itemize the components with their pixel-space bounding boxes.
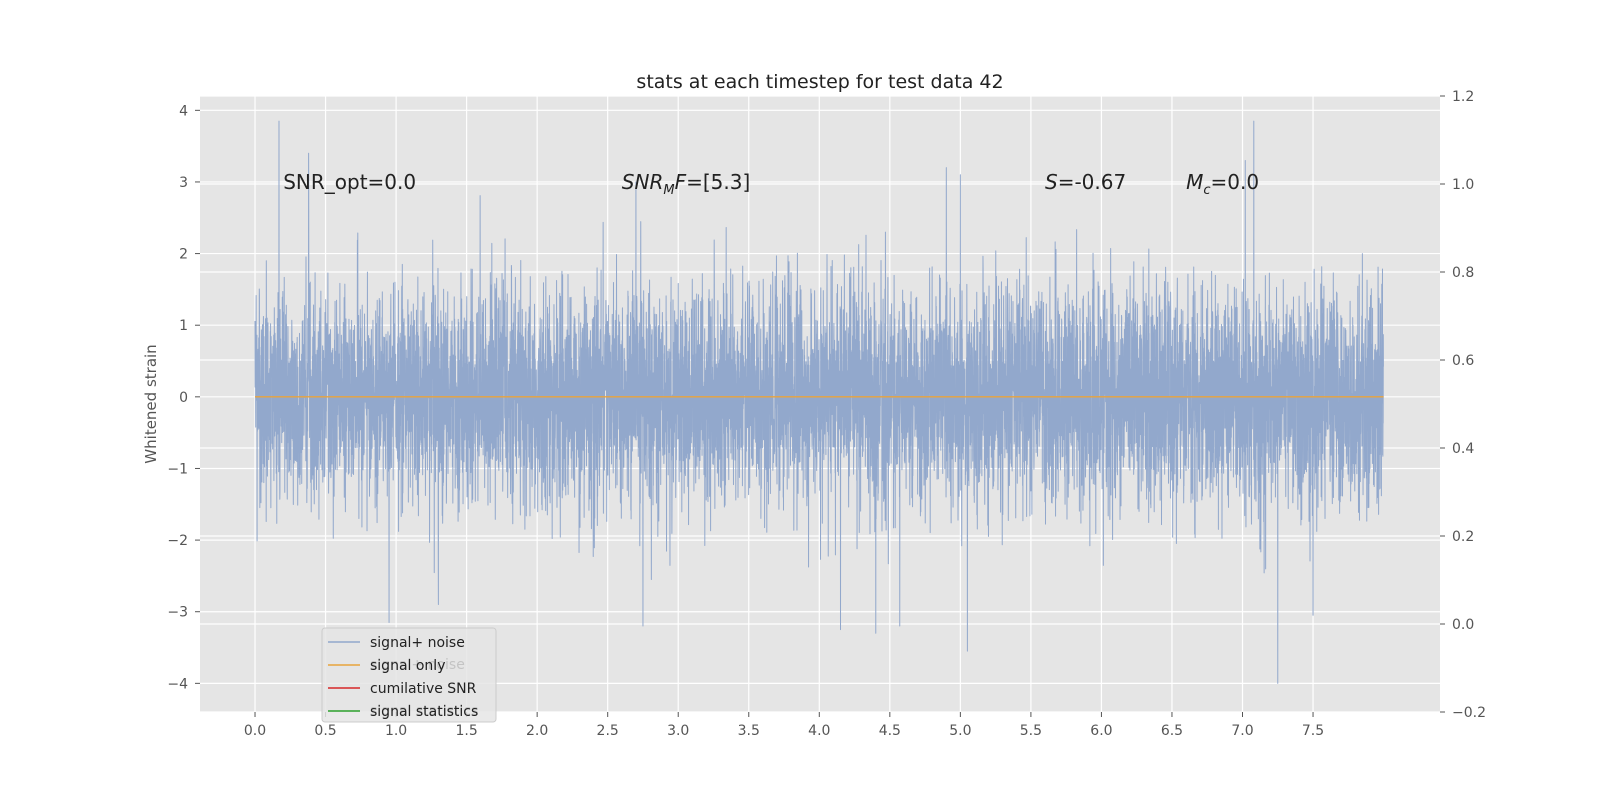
y-tick-label: 0 xyxy=(179,390,188,406)
legend-ghost-text: signal statistics xyxy=(370,703,478,719)
legend[interactable]: signal+ noise signal statistics signal+ no… xyxy=(321,627,497,723)
x-tick-label: 5.0 xyxy=(949,723,971,739)
y-tick-label: 1 xyxy=(179,318,188,334)
annotation-base: M xyxy=(1186,170,1203,194)
legend-entry: signal only xyxy=(370,658,445,674)
chart-title: stats at each timestep for test data 42 xyxy=(636,71,1003,93)
y2-tick-label: 0.0 xyxy=(1452,617,1474,633)
legend-ghost-text: signal+ noise xyxy=(370,657,465,673)
y2-tick-label: 1.0 xyxy=(1452,177,1474,193)
x-tick-label: 3.5 xyxy=(738,723,760,739)
axes: 0.0 0.5 1.0 1.5 2.0 2.5 3.0 3.5 4.0 4.5 5.0 5.5 6.0 6… xyxy=(167,89,1486,739)
x-tick-label: 2.5 xyxy=(597,723,619,739)
y2-tick-label: −0.2 xyxy=(1452,705,1486,721)
series-layer xyxy=(254,120,1384,684)
y-tick-label: 3 xyxy=(179,175,188,191)
annotation-value: =-0.67 xyxy=(1058,170,1127,194)
x-tick-label: 3.0 xyxy=(667,723,689,739)
y-tick-label: 4 xyxy=(179,103,188,119)
y2-tick-label: 0.8 xyxy=(1452,265,1474,281)
x-tick-label: 0.0 xyxy=(244,723,266,739)
x-tick-label: 2.0 xyxy=(526,723,548,739)
y-tick-label: 2 xyxy=(179,247,188,263)
y-axis-label: Whitened strain xyxy=(142,344,160,463)
x-tick-label: 7.0 xyxy=(1231,723,1253,739)
x-tick-label: 4.5 xyxy=(879,723,901,739)
y2-tick-label: 0.4 xyxy=(1452,441,1474,457)
y-tick-label: −2 xyxy=(167,533,188,549)
x-tick-label: 7.5 xyxy=(1302,723,1324,739)
annotations: SNR_opt=0.0 SNRMF=[5.3] S=-0.67 Mc=0.0 xyxy=(283,170,1259,198)
annotation-2: SNRMF=[5.3] xyxy=(622,170,750,198)
annotation-3: S=-0.67 xyxy=(1045,170,1126,194)
x-tick-label: 6.0 xyxy=(1090,723,1112,739)
annotation-subscript: c xyxy=(1203,183,1210,198)
annotation-1: SNR_opt=0.0 xyxy=(283,170,416,194)
x-tick-label: 1.5 xyxy=(455,723,477,739)
x-tick-label: 6.5 xyxy=(1161,723,1183,739)
annotation-value: =[5.3] xyxy=(686,170,750,194)
legend-entry: cumilative SNR xyxy=(370,681,477,697)
annotation-value: =0.0 xyxy=(1210,170,1259,194)
annotation-subscript: M xyxy=(663,183,674,198)
x-tick-label: 4.0 xyxy=(808,723,830,739)
y-tick-label: −1 xyxy=(167,461,188,477)
legend-entry: signal+ noise xyxy=(370,635,465,651)
annotation-tail: F xyxy=(675,170,687,194)
signal-noise-line xyxy=(254,120,1384,684)
y2-tick-label: 0.6 xyxy=(1452,353,1474,369)
x-tick-label: 1.0 xyxy=(385,723,407,739)
legend-box xyxy=(321,627,497,723)
legend-entry: signal statistics xyxy=(370,704,478,720)
annotation-base: SNR xyxy=(622,170,664,194)
y2-tick-label: 1.2 xyxy=(1452,89,1474,105)
y-tick-label: −4 xyxy=(167,676,188,692)
annotation-4: Mc=0.0 xyxy=(1186,170,1259,198)
annotation-base: S xyxy=(1045,170,1058,194)
y2-tick-label: 0.2 xyxy=(1452,529,1474,545)
y-tick-label: −3 xyxy=(167,605,188,621)
x-tick-label: 0.5 xyxy=(314,723,336,739)
x-tick-label: 5.5 xyxy=(1020,723,1042,739)
